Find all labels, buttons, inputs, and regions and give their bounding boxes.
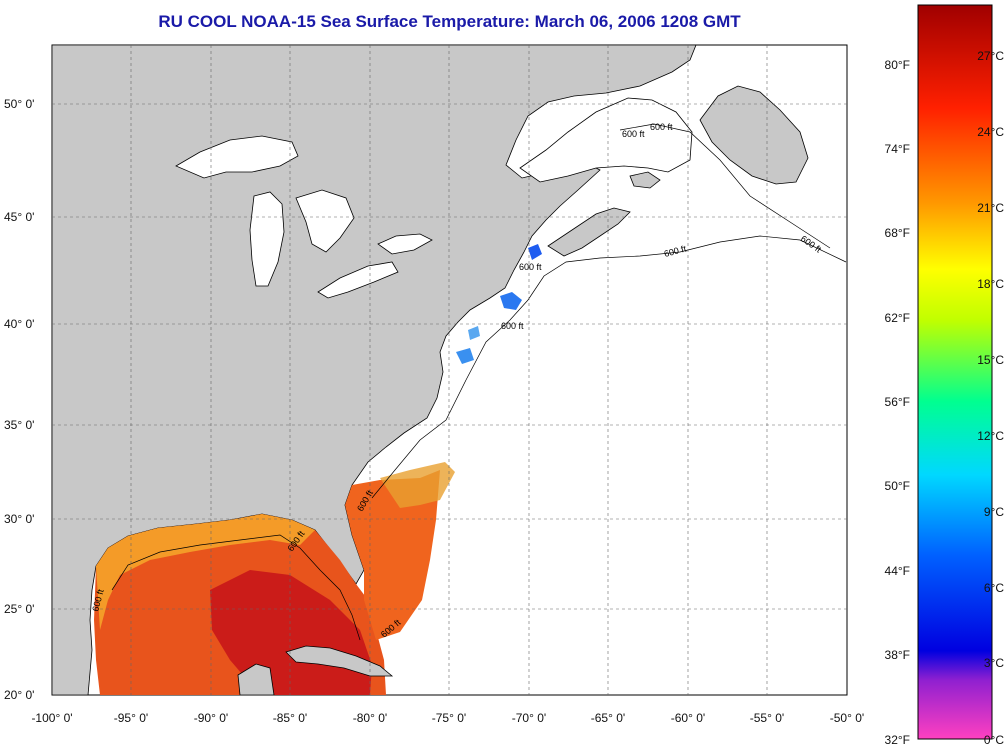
colorbar-label-f: 38°F bbox=[885, 648, 910, 662]
maritimes-land bbox=[547, 207, 631, 257]
lat-label: 35° 0' bbox=[4, 418, 34, 432]
lon-label: -70° 0' bbox=[512, 711, 546, 725]
colorbar-label-f: 50°F bbox=[885, 479, 910, 493]
latitude-axis: 50° 0' 45° 0' 40° 0' 35° 0' 30° 0' 25° 0… bbox=[4, 97, 34, 702]
lat-label: 20° 0' bbox=[4, 688, 34, 702]
lon-label: -65° 0' bbox=[591, 711, 625, 725]
atlantic-shelf-contour-2 bbox=[619, 123, 831, 249]
newfoundland-land bbox=[699, 85, 809, 185]
colorbar-label-c: 3°C bbox=[984, 656, 1004, 670]
lon-label: -75° 0' bbox=[432, 711, 466, 725]
lon-label: -100° 0' bbox=[31, 711, 72, 725]
lake-michigan bbox=[249, 191, 285, 287]
lon-label: -55° 0' bbox=[750, 711, 784, 725]
map-title: RU COOL NOAA-15 Sea Surface Temperature:… bbox=[158, 12, 741, 31]
lake-erie bbox=[317, 261, 399, 299]
colorbar-label-f: 74°F bbox=[885, 142, 910, 156]
colorbar-celsius-labels: 27°C 24°C 21°C 18°C 15°C 12°C 9°C 6°C 3°… bbox=[977, 49, 1004, 747]
contour-label: 600 ft bbox=[622, 129, 645, 139]
colorbar-label-f: 62°F bbox=[885, 311, 910, 325]
gulf-sst-cool-shelf bbox=[96, 514, 315, 630]
contour-label: 600 ft bbox=[650, 122, 673, 132]
lon-label: -90° 0' bbox=[194, 711, 228, 725]
colorbar-label-c: 6°C bbox=[984, 581, 1004, 595]
colorbar-label-f: 68°F bbox=[885, 226, 910, 240]
colorbar bbox=[917, 4, 993, 740]
florida-east-sst bbox=[345, 470, 440, 640]
lon-label: -80° 0' bbox=[353, 711, 387, 725]
colorbar-label-c: 9°C bbox=[984, 505, 1004, 519]
lat-label: 30° 0' bbox=[4, 512, 34, 526]
atlantic-shelf-contour bbox=[371, 235, 847, 499]
lake-ontario bbox=[377, 233, 433, 255]
colorbar-label-c: 24°C bbox=[977, 125, 1004, 139]
longitude-axis: -100° 0' -95° 0' -90° 0' -85° 0' -80° 0'… bbox=[31, 711, 864, 725]
st-lawrence-gulf bbox=[519, 97, 693, 183]
cold-sst-longisland bbox=[500, 292, 522, 310]
lake-huron bbox=[295, 189, 355, 253]
graticule bbox=[52, 45, 847, 695]
colorbar-label-f: 32°F bbox=[885, 733, 910, 747]
lon-label: -60° 0' bbox=[671, 711, 705, 725]
cuba-land bbox=[285, 645, 394, 677]
colorbar-label-c: 18°C bbox=[977, 277, 1004, 291]
lake-superior bbox=[175, 135, 299, 179]
lat-label: 50° 0' bbox=[4, 97, 34, 111]
colorbar-label-c: 12°C bbox=[977, 429, 1004, 443]
colorbar-label-c: 0°C bbox=[984, 733, 1004, 747]
atlantic-scattered-sst bbox=[380, 462, 455, 508]
lat-label: 45° 0' bbox=[4, 210, 34, 224]
pei-land bbox=[629, 171, 661, 189]
lon-label: -50° 0' bbox=[830, 711, 864, 725]
colorbar-label-f: 44°F bbox=[885, 564, 910, 578]
north-america-land bbox=[52, 45, 697, 695]
shelf-contour bbox=[111, 534, 361, 641]
contour-label: 600 ft bbox=[519, 262, 542, 272]
cold-sst-nj bbox=[456, 348, 474, 364]
lon-label: -95° 0' bbox=[114, 711, 148, 725]
lat-label: 40° 0' bbox=[4, 317, 34, 331]
colorbar-label-f: 56°F bbox=[885, 395, 910, 409]
colorbar-label-f: 80°F bbox=[885, 58, 910, 72]
colorbar-label-c: 21°C bbox=[977, 201, 1004, 215]
cold-sst-capecod bbox=[528, 244, 542, 260]
cold-sst-delmarva bbox=[468, 326, 480, 340]
contour-label: 600 ft bbox=[501, 321, 524, 331]
colorbar-label-c: 15°C bbox=[977, 353, 1004, 367]
lon-label: -85° 0' bbox=[273, 711, 307, 725]
colorbar-label-c: 27°C bbox=[977, 49, 1004, 63]
colorbar-fahrenheit-labels: 80°F 74°F 68°F 62°F 56°F 50°F 44°F 38°F … bbox=[885, 58, 910, 747]
lat-label: 25° 0' bbox=[4, 602, 34, 616]
yucatan-land bbox=[237, 663, 275, 695]
